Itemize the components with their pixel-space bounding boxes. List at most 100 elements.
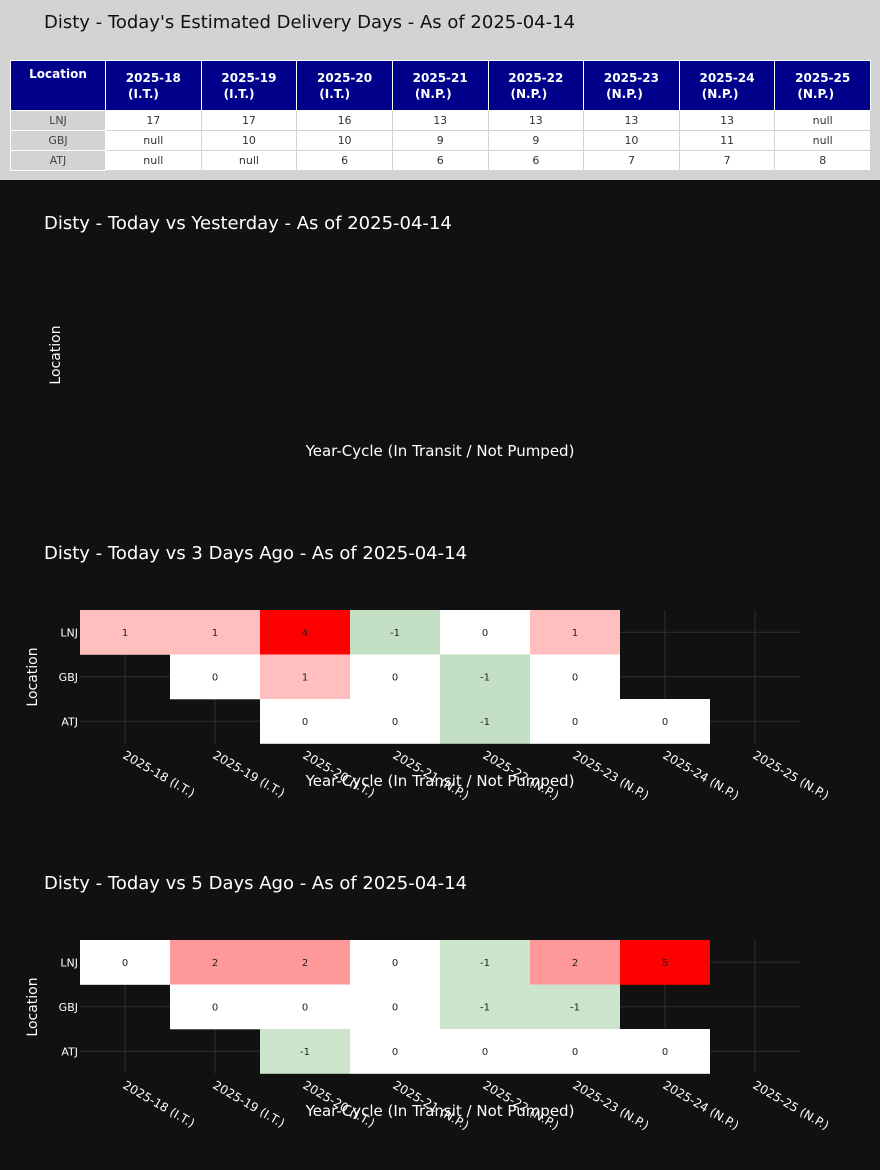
y-tick-label: LNJ (60, 626, 78, 639)
row-location: ATJ (10, 150, 106, 171)
cell-label: 0 (392, 672, 398, 683)
cell-label: 0 (212, 672, 218, 683)
heatmap-cell (80, 940, 170, 985)
table-row: LNJ 17 17 16 13 13 13 13 null (10, 110, 871, 131)
chart-3days: Year-Cycle (In Transit / Not Pumped) Loca… (25, 610, 832, 803)
heatmap-cell (440, 654, 530, 700)
cell-label: 0 (392, 717, 398, 728)
heatmap-cell (440, 610, 530, 655)
y-axis-label: Location (25, 647, 41, 706)
table-cell: null (105, 130, 202, 151)
x-tick-label: 2025-19 (I.T.) (211, 748, 288, 800)
table-row: ATJ null null 6 6 6 7 7 8 (10, 150, 871, 171)
table-cell: 13 (487, 110, 585, 131)
cell-label: 0 (212, 1002, 218, 1013)
estimate-table-body: LNJ 17 17 16 13 13 13 13 null GBJ null 10 10 9 9 10 11 nu… (10, 110, 871, 171)
cell-label: 0 (482, 628, 488, 639)
column-cycle: 2025-21 (412, 70, 468, 85)
table-cell: null (105, 150, 202, 171)
heatmap-cell (170, 940, 260, 985)
y-axis-label: Location (25, 977, 41, 1036)
heatmap-cell (350, 699, 440, 744)
cell-label: 1 (302, 672, 308, 683)
cell-label: -1 (480, 672, 490, 683)
estimate-title: Disty - Today's Estimated Delivery Days … (44, 12, 576, 33)
table-cell: 10 (583, 130, 680, 151)
x-tick-label: 2025-25 (N.P.) (751, 748, 832, 803)
cell-label: 2 (572, 958, 578, 969)
column-cycle: 2025-25 (795, 70, 851, 85)
table-cell: 17 (200, 110, 298, 131)
y-tick-label: GBJ (59, 1001, 78, 1014)
column-status: (N.P.) (414, 86, 452, 101)
heatmap-cell (530, 699, 620, 744)
heatmap-cell (620, 699, 710, 744)
heatmap-cell (350, 984, 440, 1030)
cell-label: 4 (302, 628, 308, 639)
heatmap-cell (620, 940, 710, 985)
heatmap-cell (350, 1029, 440, 1074)
cell-label: -1 (480, 717, 490, 728)
x-tick-label: 2025-18 (I.T.) (121, 1078, 198, 1130)
column-status: (I.T.) (223, 86, 255, 101)
heatmap-cell (530, 610, 620, 655)
column-status: (I.T.) (319, 86, 351, 101)
cell-label: 0 (302, 1002, 308, 1013)
cell-label: -1 (480, 1002, 490, 1013)
column-status: (N.P.) (701, 86, 739, 101)
cell-label: -1 (570, 1002, 580, 1013)
cell-label: -1 (300, 1047, 310, 1058)
table-cell: 7 (583, 150, 680, 171)
column-status: (N.P.) (606, 86, 643, 101)
cell-label: 0 (572, 672, 578, 683)
table-row: GBJ null 10 10 9 9 10 11 null (10, 130, 871, 151)
y-tick-label: GBJ (59, 671, 78, 684)
column-header-2025-23: 2025-23 (N.P.) (583, 60, 680, 111)
heatmap-cell (350, 940, 440, 985)
heatmap-cell (530, 654, 620, 700)
heatmap-cell (260, 610, 350, 655)
chart-5days: Year-Cycle (In Transit / Not Pumped) Loca… (25, 940, 831, 1133)
cell-label: 1 (122, 628, 128, 639)
column-header-2025-25: 2025-25 (N.P.) (774, 60, 871, 111)
heatmap-cell (440, 699, 530, 744)
x-tick-label: 2025-23 (N.P.) (571, 748, 652, 803)
heatmap-cell (170, 984, 260, 1030)
column-cycle: 2025-19 (221, 70, 277, 85)
cell-label: 0 (302, 717, 308, 728)
cell-label: 0 (662, 1047, 668, 1058)
heatmap-cell (530, 984, 620, 1030)
heatmap-cell (260, 654, 350, 700)
table-cell: 6 (296, 150, 393, 171)
table-cell: 6 (487, 150, 585, 171)
table-cell: 11 (678, 130, 776, 151)
table-cell: null (774, 110, 871, 131)
heatmap-cell (620, 1029, 710, 1074)
table-cell: 10 (200, 130, 298, 151)
heatmap-cell (260, 699, 350, 744)
cell-label: 2 (212, 958, 218, 969)
table-cell: null (200, 150, 298, 171)
cell-label: 0 (392, 1047, 398, 1058)
table-cell: 9 (487, 130, 585, 151)
x-tick-label: 2025-19 (I.T.) (211, 1078, 288, 1130)
column-cycle: 2025-22 (508, 70, 564, 85)
y-tick-label: ATJ (61, 715, 78, 728)
x-tick-label: 2025-18 (I.T.) (121, 748, 198, 800)
column-header-2025-21: 2025-21 (N.P.) (391, 60, 489, 111)
column-header-2025-19: 2025-19 (I.T.) (200, 60, 298, 111)
chart-yesterday-title: Disty - Today vs Yesterday - As of 2025-… (44, 213, 452, 234)
heatmap-cell (440, 984, 530, 1030)
heatmap-cell (530, 940, 620, 985)
heatmap-cell (260, 940, 350, 985)
x-tick-label: 2025-24 (N.P.) (661, 1078, 742, 1133)
cell-label: -1 (480, 958, 490, 969)
y-tick-label: ATJ (61, 1045, 78, 1058)
x-tick-label: 2025-23 (N.P.) (571, 1078, 652, 1133)
cell-label: 1 (572, 628, 578, 639)
table-cell: 6 (391, 150, 489, 171)
heatmap-cell (80, 610, 170, 655)
column-header-2025-20: 2025-20 (I.T.) (296, 60, 393, 111)
column-header-2025-24: 2025-24 (N.P.) (678, 60, 776, 111)
cell-label: 2 (302, 958, 308, 969)
